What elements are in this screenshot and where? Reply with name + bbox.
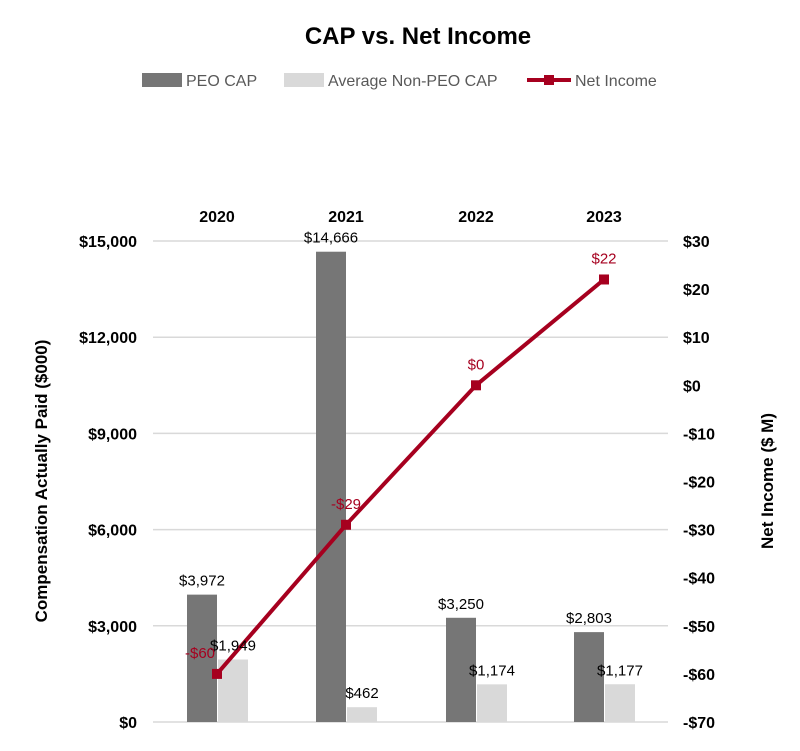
- bar-data-label: $1,949: [210, 638, 256, 655]
- line-data-label: $22: [591, 250, 616, 267]
- line-data-label: -$29: [331, 496, 361, 513]
- category-label: 2020: [199, 209, 235, 226]
- bar-data-label: $3,250: [438, 596, 484, 613]
- peo-cap-bar: [574, 632, 604, 722]
- legend-label: PEO CAP: [186, 73, 257, 90]
- right-tick-label: -$50: [683, 619, 715, 636]
- right-axis-label: Net Income ($ M): [758, 413, 777, 549]
- net-income-marker: [341, 519, 351, 530]
- bar-data-label: $14,666: [304, 230, 358, 247]
- bar-data-label: $1,177: [597, 662, 643, 679]
- bar-data-label: $462: [345, 685, 378, 702]
- category-label: 2022: [458, 209, 494, 226]
- category-label: 2023: [586, 209, 622, 226]
- left-tick-label: $6,000: [88, 523, 137, 540]
- bar-data-label: $2,803: [566, 610, 612, 627]
- non-peo-cap-bar: [605, 684, 635, 722]
- left-axis-label: Compensation Actually Paid ($000): [32, 340, 51, 623]
- bar-data-label: $3,972: [179, 573, 225, 590]
- peo-cap-bar: [187, 594, 217, 722]
- right-tick-label: $30: [683, 234, 710, 251]
- line-data-label: $0: [468, 356, 485, 373]
- right-tick-label: -$10: [683, 426, 715, 443]
- line-data-label: -$60: [185, 645, 215, 662]
- right-tick-label: $10: [683, 330, 710, 347]
- bar-data-label: $1,174: [469, 662, 515, 679]
- left-tick-label: $3,000: [88, 619, 137, 636]
- net-income-line: [215, 277, 606, 676]
- non-peo-cap-bar: [347, 707, 377, 722]
- right-tick-label: -$40: [683, 571, 715, 588]
- chart-title: CAP vs. Net Income: [305, 23, 531, 50]
- non-peo-cap-bar: [477, 684, 507, 722]
- category-label: 2021: [328, 209, 364, 226]
- left-tick-label: $0: [119, 715, 137, 732]
- right-tick-label: $0: [683, 378, 701, 395]
- peo-cap-bar: [316, 251, 346, 722]
- right-tick-label: -$60: [683, 667, 715, 684]
- left-tick-label: $9,000: [88, 426, 137, 443]
- right-tick-label: $20: [683, 282, 710, 299]
- net-income-marker: [212, 668, 222, 679]
- legend-swatch-peo-cap: [142, 73, 182, 87]
- net-income-marker: [599, 274, 609, 285]
- legend-label: Net Income: [575, 73, 657, 90]
- peo-cap-bar: [446, 617, 476, 722]
- left-tick-label: $12,000: [79, 330, 137, 347]
- legend: PEO CAP Average Non-PEO CAP Net Income: [142, 73, 657, 90]
- right-tick-label: -$70: [683, 715, 715, 732]
- legend-marker-net-income: [544, 75, 554, 85]
- right-tick-label: -$20: [683, 475, 715, 492]
- right-tick-label: -$30: [683, 523, 715, 540]
- legend-label: Average Non-PEO CAP: [328, 73, 498, 90]
- net-income-marker: [471, 380, 481, 391]
- left-tick-label: $15,000: [79, 234, 137, 251]
- legend-swatch-non-peo-cap: [284, 73, 324, 87]
